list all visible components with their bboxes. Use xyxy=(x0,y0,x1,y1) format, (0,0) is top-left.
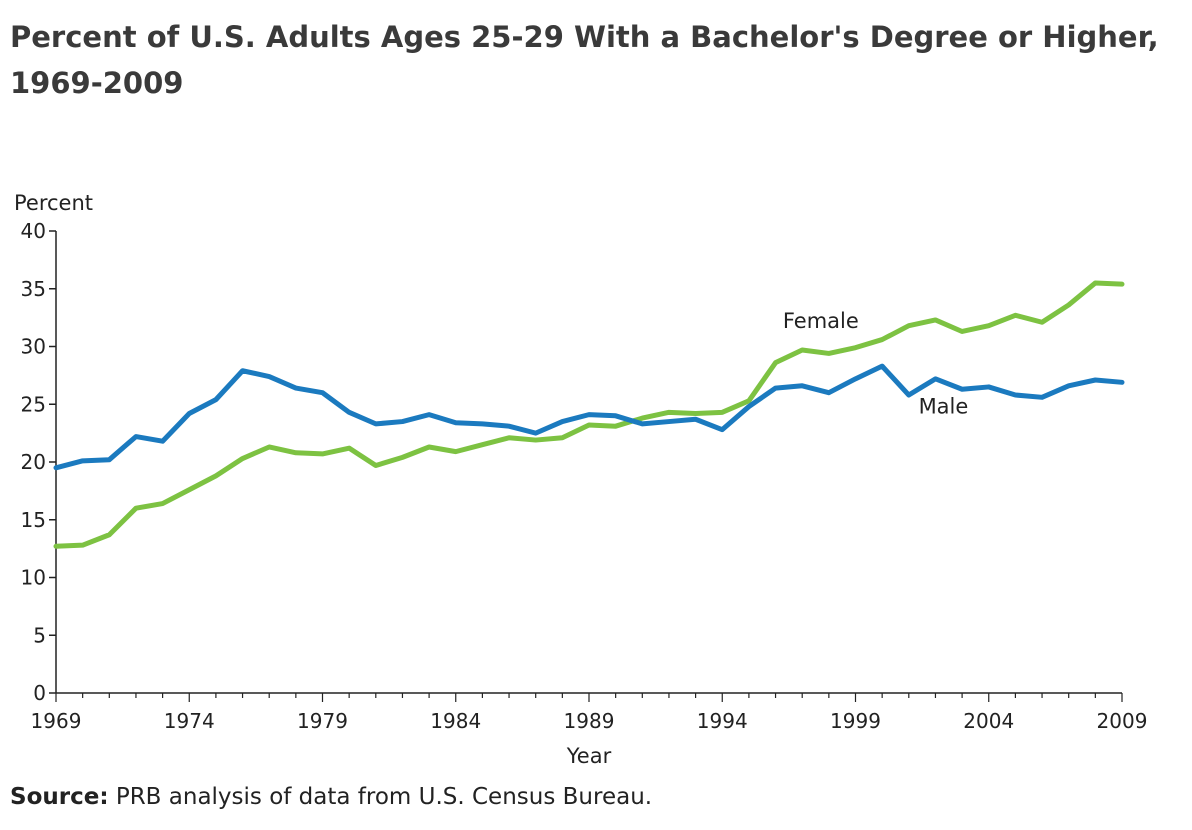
y-tick-label: 10 xyxy=(21,566,46,590)
x-tick-label: 2004 xyxy=(963,709,1014,733)
y-axis-label: Percent xyxy=(14,191,93,215)
y-tick-label: 30 xyxy=(21,335,46,359)
x-tick-label: 1979 xyxy=(297,709,348,733)
y-tick-label: 25 xyxy=(21,392,46,416)
y-tick-label: 0 xyxy=(33,681,46,705)
y-tick-label: 35 xyxy=(21,277,46,301)
x-tick-label: 1969 xyxy=(31,709,82,733)
y-axis: 0 5 10 15 20 25 30 35 40 xyxy=(21,219,57,705)
chart-title: Percent of U.S. Adults Ages 25-29 With a… xyxy=(10,20,1159,100)
source-label: Source: xyxy=(10,784,109,810)
x-axis: 1969 1974 1979 1984 1989 1994 1999 2004 2009 xyxy=(31,692,1148,733)
series-layer xyxy=(53,280,1125,549)
y-tick-label: 15 xyxy=(21,508,46,532)
annotation-layer: Female Male xyxy=(783,309,968,418)
series-label-male: Male xyxy=(919,394,969,418)
series-line-male xyxy=(53,363,1125,471)
x-axis-label: Year xyxy=(566,744,612,768)
x-tick-label: 1974 xyxy=(164,709,215,733)
x-tick-label: 1994 xyxy=(697,709,748,733)
x-tick-label: 1989 xyxy=(564,709,615,733)
x-tick-label: 2009 xyxy=(1097,709,1148,733)
x-tick-label: 1999 xyxy=(830,709,881,733)
source-note: Source: PRB analysis of data from U.S. C… xyxy=(10,784,652,810)
series-line-female xyxy=(53,280,1125,549)
y-tick-label: 40 xyxy=(21,219,46,243)
x-tick-label: 1984 xyxy=(430,709,481,733)
y-tick-label: 5 xyxy=(33,623,46,647)
y-tick-label: 20 xyxy=(21,450,46,474)
series-label-female: Female xyxy=(783,309,859,333)
source-text: PRB analysis of data from U.S. Census Bu… xyxy=(108,784,653,810)
